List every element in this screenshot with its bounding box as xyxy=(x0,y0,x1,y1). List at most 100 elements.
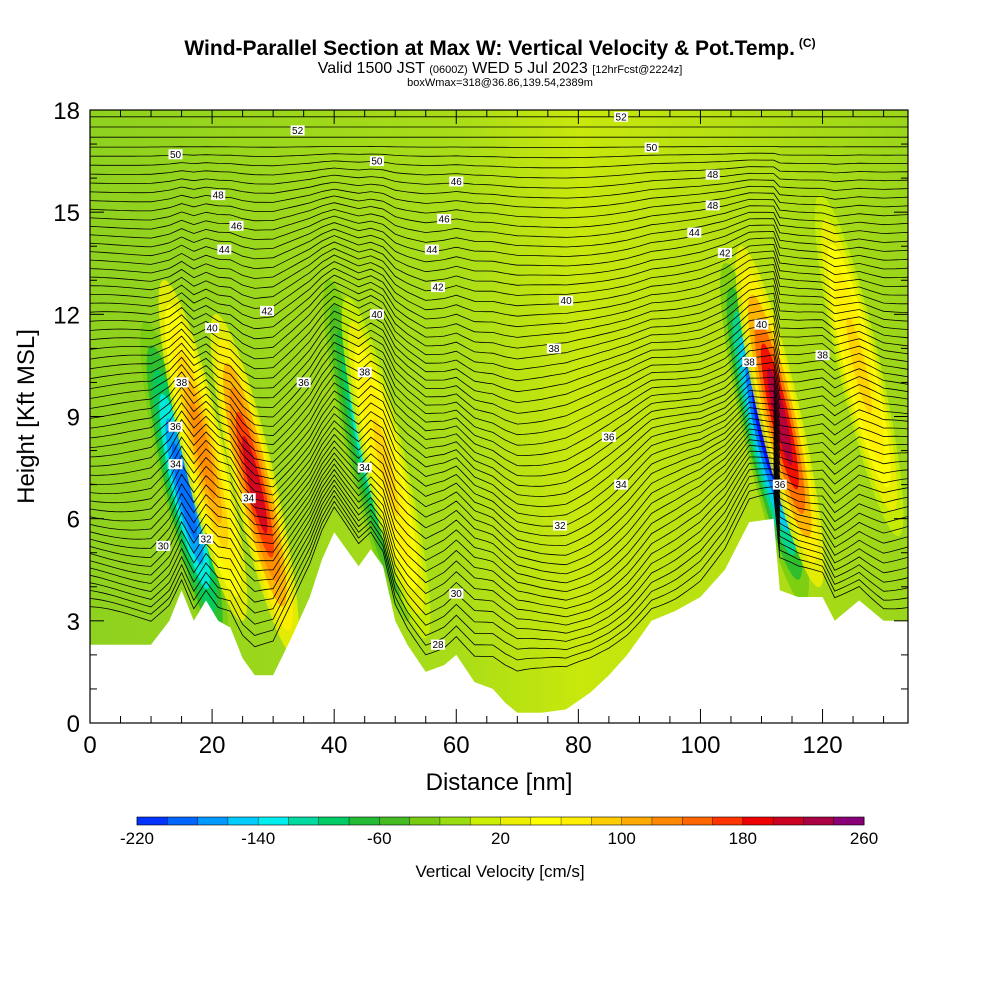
contour-label: 42 xyxy=(432,283,444,294)
contour-label-bg xyxy=(424,244,439,255)
contour-label: 50 xyxy=(646,143,658,154)
theta-contour-line xyxy=(90,480,908,651)
contour-label-bg xyxy=(705,169,720,180)
colorbar-swatch xyxy=(500,817,532,825)
velocity-core-1-level-5 xyxy=(190,401,216,500)
x-tick-label: 40 xyxy=(321,732,348,759)
contour-label: 46 xyxy=(231,221,243,232)
contour-label: 48 xyxy=(707,170,719,181)
contour-label-bg xyxy=(431,639,445,650)
y-tick-label: 15 xyxy=(53,200,80,227)
contour-label: 48 xyxy=(213,191,225,202)
contour-label-bg xyxy=(174,377,189,388)
theta-contour-line xyxy=(90,146,908,148)
theta-contour-line xyxy=(90,462,908,626)
contour-label: 34 xyxy=(359,463,371,474)
theta-contour-line xyxy=(90,417,908,556)
theta-contour-line xyxy=(90,231,908,276)
contour-label: 28 xyxy=(432,640,444,651)
theta-contour-line xyxy=(90,390,908,508)
contour-label-bg xyxy=(156,540,171,551)
contour-label-bg xyxy=(644,142,659,153)
colorbar-swatch xyxy=(682,817,714,825)
contour-label: 44 xyxy=(219,245,231,256)
contour-label: 38 xyxy=(359,368,371,379)
theta-contour-line xyxy=(90,315,908,404)
contour-label: 40 xyxy=(371,310,383,321)
contour-label-bg xyxy=(369,156,384,167)
theta-contour-line xyxy=(90,218,908,258)
colorbar-swatch xyxy=(137,817,168,825)
colorbar-tick-label: -60 xyxy=(367,829,392,848)
theta-contour-line xyxy=(90,211,908,248)
colorbar-swatch xyxy=(288,817,320,825)
colorbar-tick-label: -220 xyxy=(120,829,154,848)
contour-label: 48 xyxy=(707,201,719,212)
theta-contour-line xyxy=(90,323,908,414)
contour-label: 36 xyxy=(774,480,786,491)
colorbar-tick-label: -140 xyxy=(241,829,275,848)
colorbar-swatch xyxy=(833,817,865,825)
theta-contour-line xyxy=(90,307,908,393)
contour-label: 42 xyxy=(261,306,273,317)
theta-contour-line xyxy=(90,395,908,517)
contour-label-bg xyxy=(546,343,561,354)
contour-labels: 2628303032323434343436363636383838383840… xyxy=(156,111,830,651)
x-tick-label: 20 xyxy=(199,732,226,759)
contour-label-bg xyxy=(296,377,311,388)
contour-label: 50 xyxy=(371,157,383,168)
theta-contour-line xyxy=(90,456,908,618)
contour-label: 50 xyxy=(170,150,182,161)
theta-contour-line xyxy=(90,192,908,219)
contour-label-bg xyxy=(614,111,629,122)
theta-contour-line xyxy=(90,439,908,593)
colorbar-swatch xyxy=(530,817,562,825)
velocity-core-7-level-5 xyxy=(846,316,872,415)
contour-label-bg xyxy=(168,421,183,432)
x-tick-label: 60 xyxy=(443,732,470,759)
theta-contour-line xyxy=(90,338,908,436)
colorbar-swatch xyxy=(167,817,199,825)
contour-label: 34 xyxy=(243,494,255,505)
colorbar-swatch xyxy=(258,817,289,825)
colorbar-swatch xyxy=(742,817,774,825)
contour-label-bg xyxy=(211,190,226,201)
y-tick-label: 0 xyxy=(67,711,80,738)
contour-label: 38 xyxy=(744,358,756,369)
colorbar-tick-label: 260 xyxy=(850,829,878,848)
colorbar-swatch xyxy=(470,817,501,825)
theta-contour-line xyxy=(90,474,908,642)
contour-label-bg xyxy=(229,220,244,231)
colorbar-swatch xyxy=(349,817,380,825)
contour-label-bg xyxy=(290,125,305,136)
theta-contour-line xyxy=(90,237,908,286)
colorbar-swatch xyxy=(227,817,259,825)
theta-contour-line xyxy=(90,354,908,456)
chart-subtitle: Valid 1500 JST (0600Z) WED 5 Jul 2023 [1… xyxy=(0,60,1000,78)
y-tick-label: 12 xyxy=(53,302,80,329)
contour-label: 38 xyxy=(817,351,829,362)
utc-time: (0600Z) xyxy=(429,64,468,76)
contour-label: 30 xyxy=(158,541,170,552)
theta-contour-line xyxy=(90,401,908,527)
colorbar-swatch xyxy=(379,817,411,825)
contour-label-bg xyxy=(217,244,232,255)
colorbar-swatch xyxy=(318,817,350,825)
contour-label-bg xyxy=(559,295,574,306)
colorbar-swatch xyxy=(591,817,623,825)
colorbar-tick-label: 180 xyxy=(729,829,757,848)
theta-contour-line xyxy=(90,369,908,477)
y-tick-label: 6 xyxy=(67,507,80,534)
contour-label: 42 xyxy=(719,249,731,260)
colorbar-swatch xyxy=(803,817,835,825)
contour-label: 36 xyxy=(298,378,310,389)
contour-label: 40 xyxy=(756,320,768,331)
theta-contour-line xyxy=(90,433,908,584)
terrain xyxy=(90,518,908,723)
contour-label-bg xyxy=(168,459,183,470)
theta-contour-line xyxy=(90,361,908,467)
contour-label-bg xyxy=(369,309,384,320)
contour-label: 38 xyxy=(548,344,560,355)
contour-label: 36 xyxy=(603,432,615,443)
